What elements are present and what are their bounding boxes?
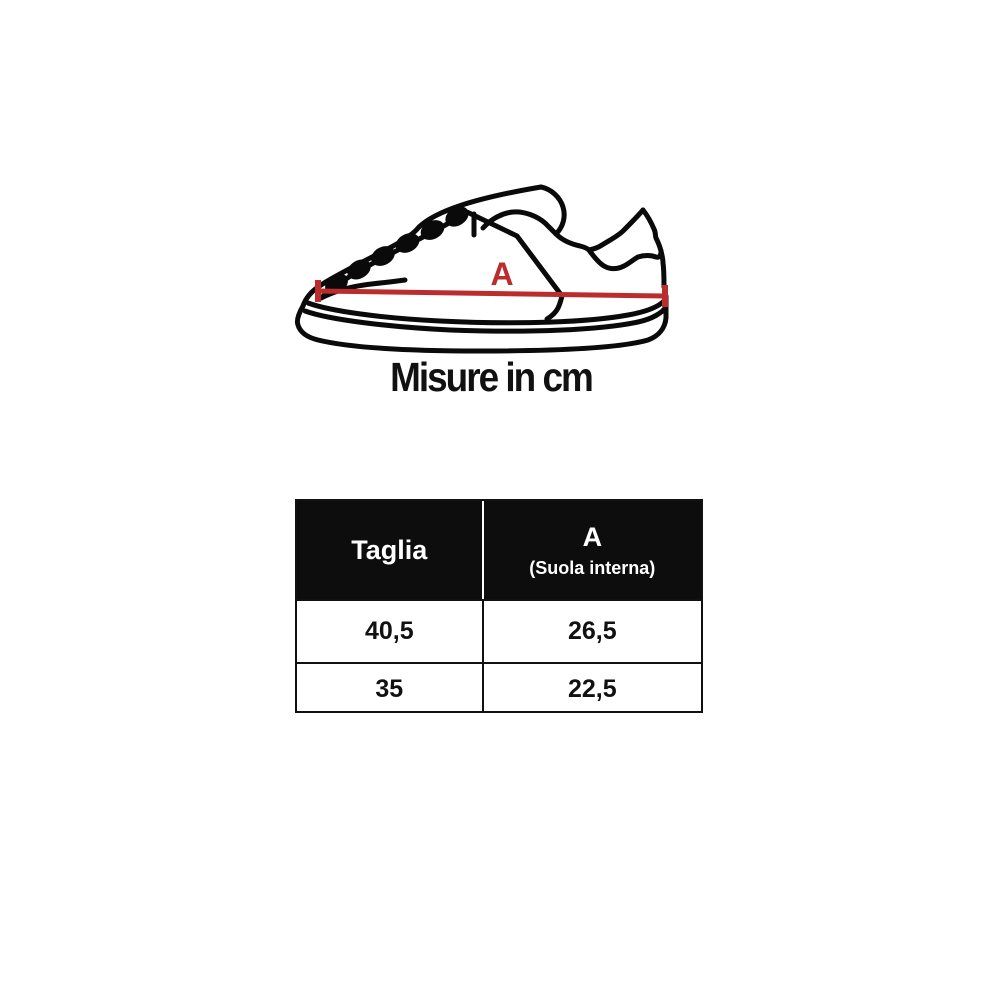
svg-text:A: A bbox=[490, 256, 513, 292]
